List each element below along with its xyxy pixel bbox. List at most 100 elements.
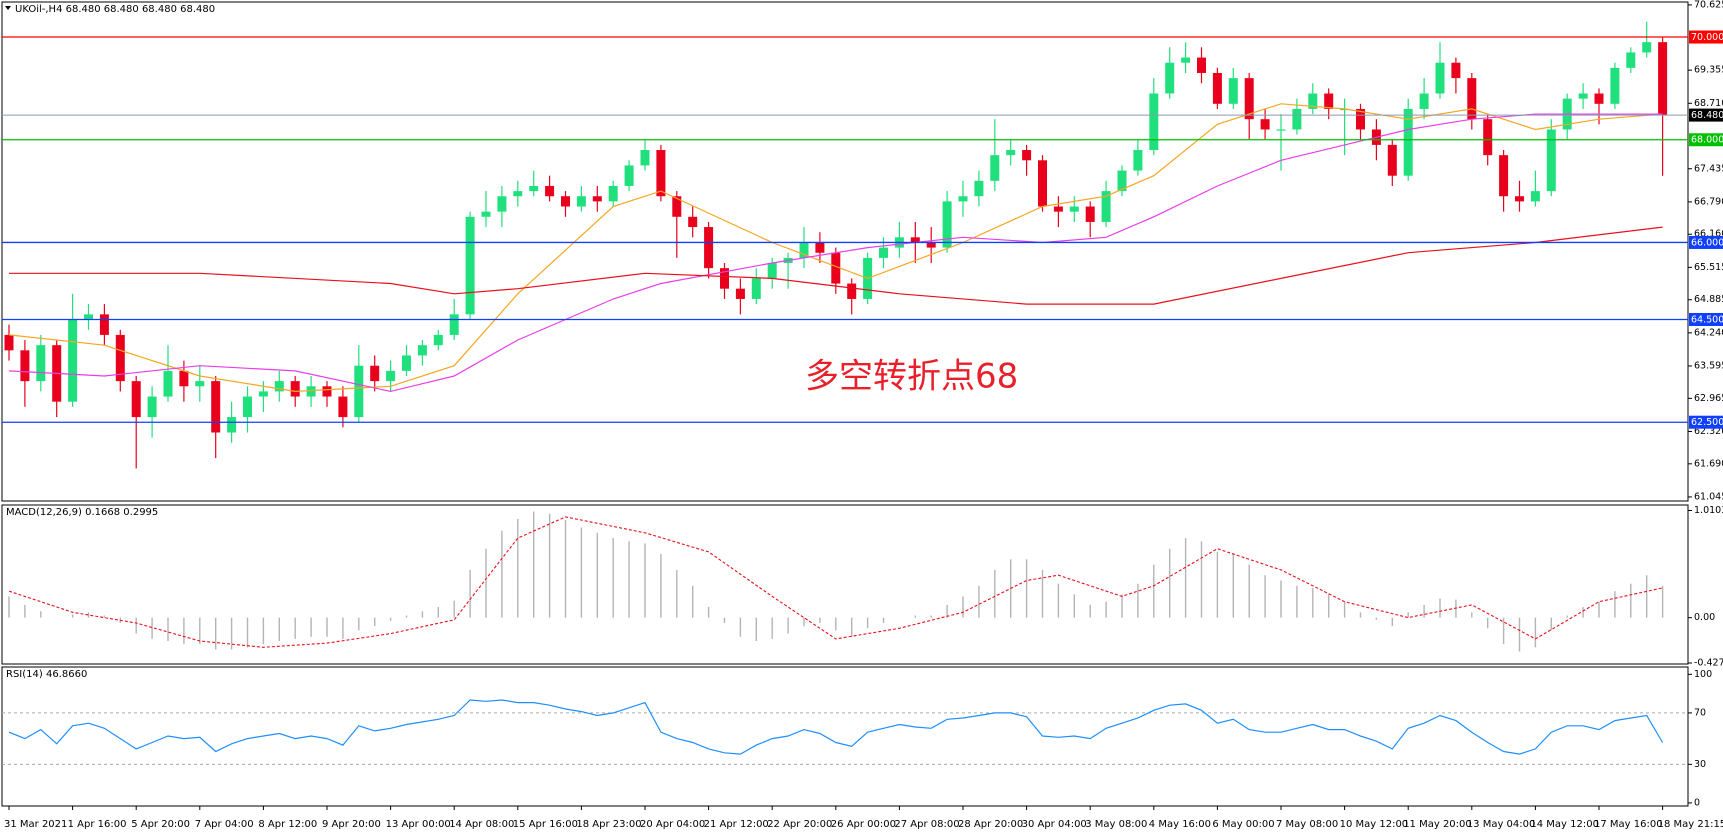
x-tick-label: 1 Apr 16:00	[68, 819, 127, 830]
y-tick-label: 66.790	[1694, 196, 1723, 207]
candle-body	[1244, 78, 1254, 120]
level-label: 66.000	[1691, 237, 1723, 248]
candle-body	[942, 201, 952, 248]
candle-body	[465, 216, 475, 315]
candle-body	[179, 370, 189, 387]
x-tick-label: 22 Apr 20:00	[767, 819, 832, 830]
candle-body	[1594, 93, 1604, 104]
candle-body	[879, 247, 888, 258]
y-tick-label: 30	[1694, 759, 1706, 770]
candle-body	[1515, 196, 1524, 202]
x-tick-label: 27 Apr 08:00	[894, 819, 959, 830]
candle-body	[1292, 108, 1302, 130]
candle-body	[163, 370, 173, 397]
y-tick-label: -0.4277	[1694, 658, 1723, 669]
y-tick-label: 0.00	[1694, 612, 1715, 623]
candle-body	[656, 150, 666, 197]
candle-body	[1022, 150, 1032, 161]
candle-body	[386, 370, 396, 382]
candle-body	[1053, 206, 1063, 212]
y-tick-label: 1.0103	[1694, 505, 1723, 516]
candle-body	[1356, 108, 1365, 130]
x-tick-label: 11 May 20:00	[1403, 819, 1472, 830]
candle-body	[1626, 52, 1636, 68]
candle-body	[1149, 93, 1159, 151]
candle-body	[481, 211, 491, 217]
candle-body	[1165, 62, 1175, 94]
y-tick-label: 61.690	[1694, 458, 1723, 469]
candle-body	[243, 396, 252, 418]
candle-body	[1340, 108, 1350, 111]
moving-average	[9, 226, 1663, 305]
candle-body	[1419, 93, 1429, 109]
candle-body	[958, 196, 968, 202]
x-tick-label: 14 May 12:00	[1530, 819, 1599, 830]
candle-body	[497, 196, 507, 212]
y-tick-label: 100	[1694, 669, 1712, 680]
candle-body	[1085, 206, 1095, 222]
candle-body	[1658, 42, 1668, 116]
candle-body	[1467, 78, 1477, 120]
x-tick-label: 18 Apr 23:00	[576, 819, 641, 830]
x-tick-label: 20 Apr 04:00	[640, 819, 705, 830]
candle-body	[1451, 62, 1461, 79]
y-tick-label: 68.710	[1694, 98, 1723, 109]
x-tick-label: 13 May 04:00	[1467, 819, 1536, 830]
candle-body	[147, 396, 157, 418]
candle-body	[990, 155, 1000, 181]
candle-body	[115, 334, 125, 382]
x-tick-label: 13 Apr 00:00	[386, 819, 451, 830]
candle-body	[926, 242, 936, 248]
candle-body	[1483, 119, 1493, 156]
macd-signal	[8, 516, 1663, 648]
candle-body	[1499, 155, 1509, 197]
candle-body	[545, 185, 555, 197]
level-tag	[1689, 312, 1723, 326]
candle-body	[1117, 170, 1127, 192]
y-tick-label: 66.160	[1694, 229, 1723, 240]
y-tick-label: 69.355	[1694, 65, 1723, 76]
candle-body	[1133, 150, 1143, 171]
candle-body	[576, 196, 586, 207]
y-tick-label: 64.885	[1694, 294, 1723, 305]
x-tick-label: 10 May 12:00	[1340, 819, 1409, 830]
candle-body	[1038, 160, 1047, 207]
x-tick-label: 7 May 08:00	[1276, 819, 1338, 830]
x-tick-label: 7 Apr 04:00	[195, 819, 254, 830]
candle-body	[1610, 67, 1620, 104]
candle-body	[767, 263, 777, 279]
x-tick-label: 5 Apr 20:00	[131, 819, 190, 830]
annotation: 多空转折点68	[805, 357, 1018, 397]
candle-body	[131, 381, 141, 418]
x-tick-label: 3 May 08:00	[1085, 819, 1147, 830]
panel-title: MACD(12,26,9) 0.1668 0.2995	[6, 507, 158, 518]
candle-body	[672, 196, 682, 217]
level-label: 64.500	[1691, 314, 1723, 325]
candle-body	[704, 227, 714, 269]
candle-body	[36, 345, 46, 382]
x-tick-label: 4 May 16:00	[1149, 819, 1211, 830]
x-tick-label: 9 Apr 20:00	[322, 819, 381, 830]
candle-body	[974, 180, 984, 197]
x-tick-label: 6 May 00:00	[1212, 819, 1274, 830]
candle-body	[1276, 129, 1286, 131]
candle-body	[306, 386, 316, 397]
candle-body	[99, 314, 109, 335]
candle-body	[402, 355, 411, 371]
candle-body	[688, 216, 698, 228]
candle-body	[20, 350, 30, 382]
candle-body	[322, 386, 332, 397]
y-tick-label: 0	[1694, 797, 1700, 808]
candle-body	[354, 365, 364, 418]
candle-body	[1578, 93, 1588, 99]
candle-body	[211, 381, 221, 433]
y-tick-label: 62.320	[1694, 426, 1723, 437]
candle-body	[195, 381, 205, 387]
last-price-label: 68.480	[1691, 110, 1723, 121]
x-tick-label: 26 Apr 00:00	[831, 819, 896, 830]
candle-body	[815, 242, 825, 253]
panel-frame	[1, 1, 1689, 502]
y-tick-label: 67.435	[1694, 163, 1723, 174]
